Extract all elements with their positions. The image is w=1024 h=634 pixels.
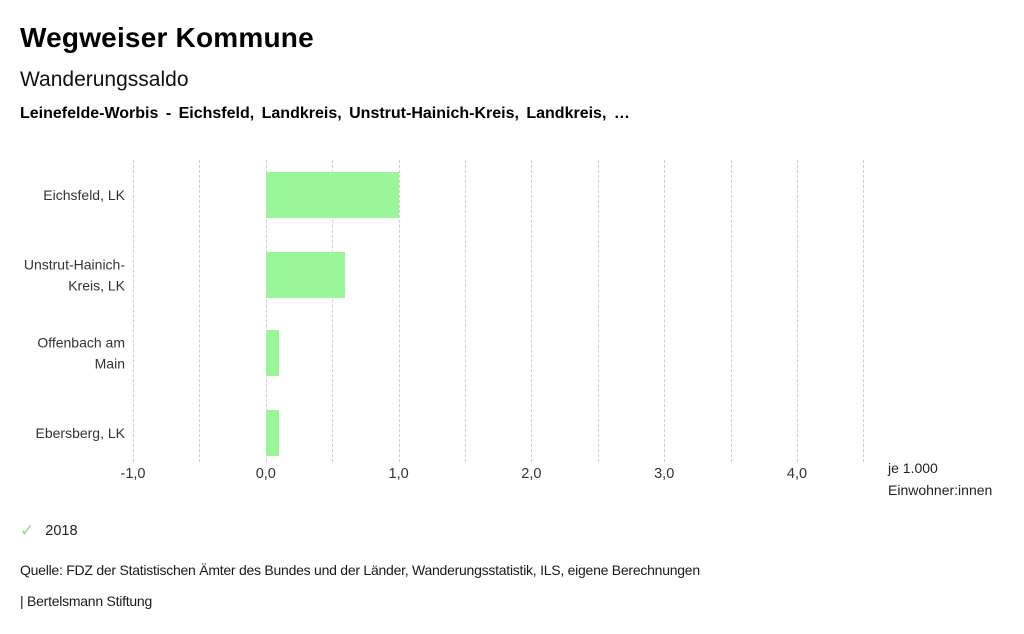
x-tick-label: -1,0 (120, 466, 146, 482)
x-tick-label: 2,0 (521, 466, 542, 482)
chart-description: Leinefelde-Worbis - Eichsfeld, Landkreis… (20, 105, 630, 122)
chart-bar[interactable] (265, 410, 280, 456)
category-label: Ebersberg, LK (35, 424, 126, 441)
check-icon[interactable]: ✓ (20, 521, 35, 540)
gridline (465, 160, 466, 462)
gridline (863, 160, 865, 462)
gridline (797, 160, 798, 462)
x-tick-label: 4,0 (786, 466, 808, 482)
chart-bar[interactable] (265, 252, 346, 298)
x-tick-label: 1,0 (388, 466, 409, 482)
category-label: Offenbach am Main (37, 334, 125, 372)
gridline (597, 160, 599, 462)
gridline (664, 160, 666, 462)
gridline (332, 160, 334, 462)
gridline (531, 160, 533, 462)
x-axis-unit-line2: Einwohner:innen (888, 481, 993, 498)
chart-title: Wanderungssaldo (20, 68, 189, 91)
x-axis-unit-label: je 1.000 Einwohner:innen (888, 458, 992, 501)
x-tick-label: 0,0 (255, 466, 276, 482)
category-label: Eichsfeld, LK (43, 186, 125, 203)
x-axis-unit-line1: je 1.000 (888, 460, 938, 476)
gridline (398, 160, 400, 462)
chart-bar[interactable] (265, 330, 280, 376)
source-note: Quelle: FDZ der Statistischen Ämter des … (20, 562, 700, 578)
app-title: Wegweiser Kommune (20, 22, 314, 53)
gridline (265, 160, 267, 462)
attribution-note: | Bertelsmann Stiftung (20, 593, 152, 609)
chart-bar[interactable] (265, 172, 399, 218)
category-label: Unstrut-Hainich-Kreis, LK (23, 256, 125, 294)
gridline (133, 160, 134, 462)
gridline (199, 160, 201, 462)
legend: ✓ 2018 (20, 522, 78, 539)
gridline (730, 160, 732, 462)
x-tick-label: 3,0 (654, 466, 675, 482)
legend-year-label[interactable]: 2018 (45, 522, 78, 539)
